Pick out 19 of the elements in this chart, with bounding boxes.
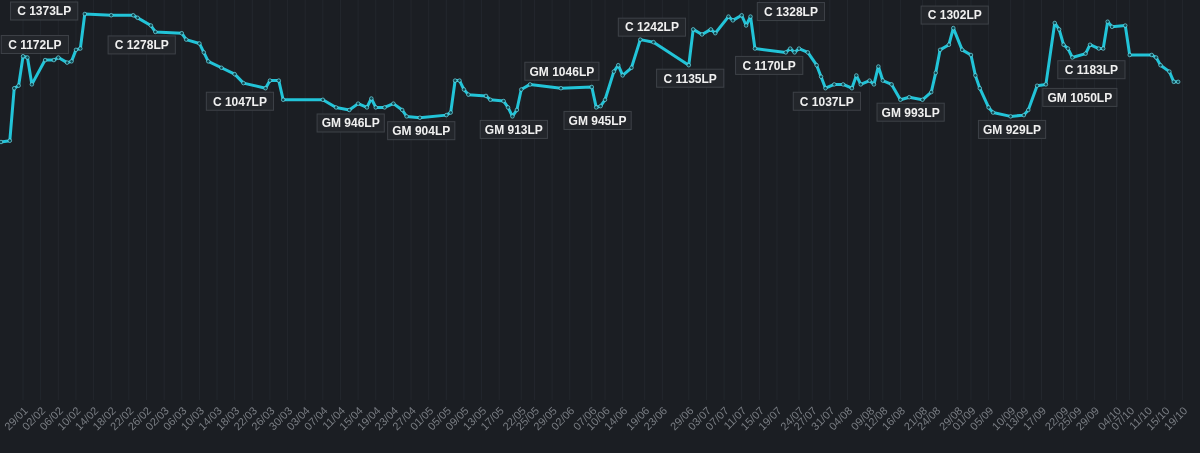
annotation: C 1172LP <box>8 37 62 52</box>
annotation: C 1047LP <box>212 94 267 109</box>
annotation: C 1242LP <box>624 20 679 35</box>
annotation: GM 993LP <box>881 105 940 120</box>
annotation: GM 1046LP <box>529 64 595 79</box>
annotation: C 1037LP <box>799 94 854 109</box>
annotation: C 1373LP <box>17 4 72 19</box>
annotation: C 1302LP <box>927 8 982 23</box>
annotation: GM 913LP <box>484 122 543 137</box>
annotation: C 1135LP <box>663 71 717 86</box>
annotation: C 1170LP <box>742 58 796 73</box>
annotation: GM 945LP <box>568 113 627 128</box>
annotation: C 1328LP <box>763 4 818 19</box>
annotation: GM 904LP <box>392 123 451 138</box>
annotation: C 1183LP <box>1064 63 1119 78</box>
annotation: GM 929LP <box>983 122 1042 137</box>
annotation: C 1278LP <box>114 38 169 53</box>
annotation: GM 1050LP <box>1047 90 1113 105</box>
annotation: GM 946LP <box>321 116 380 131</box>
